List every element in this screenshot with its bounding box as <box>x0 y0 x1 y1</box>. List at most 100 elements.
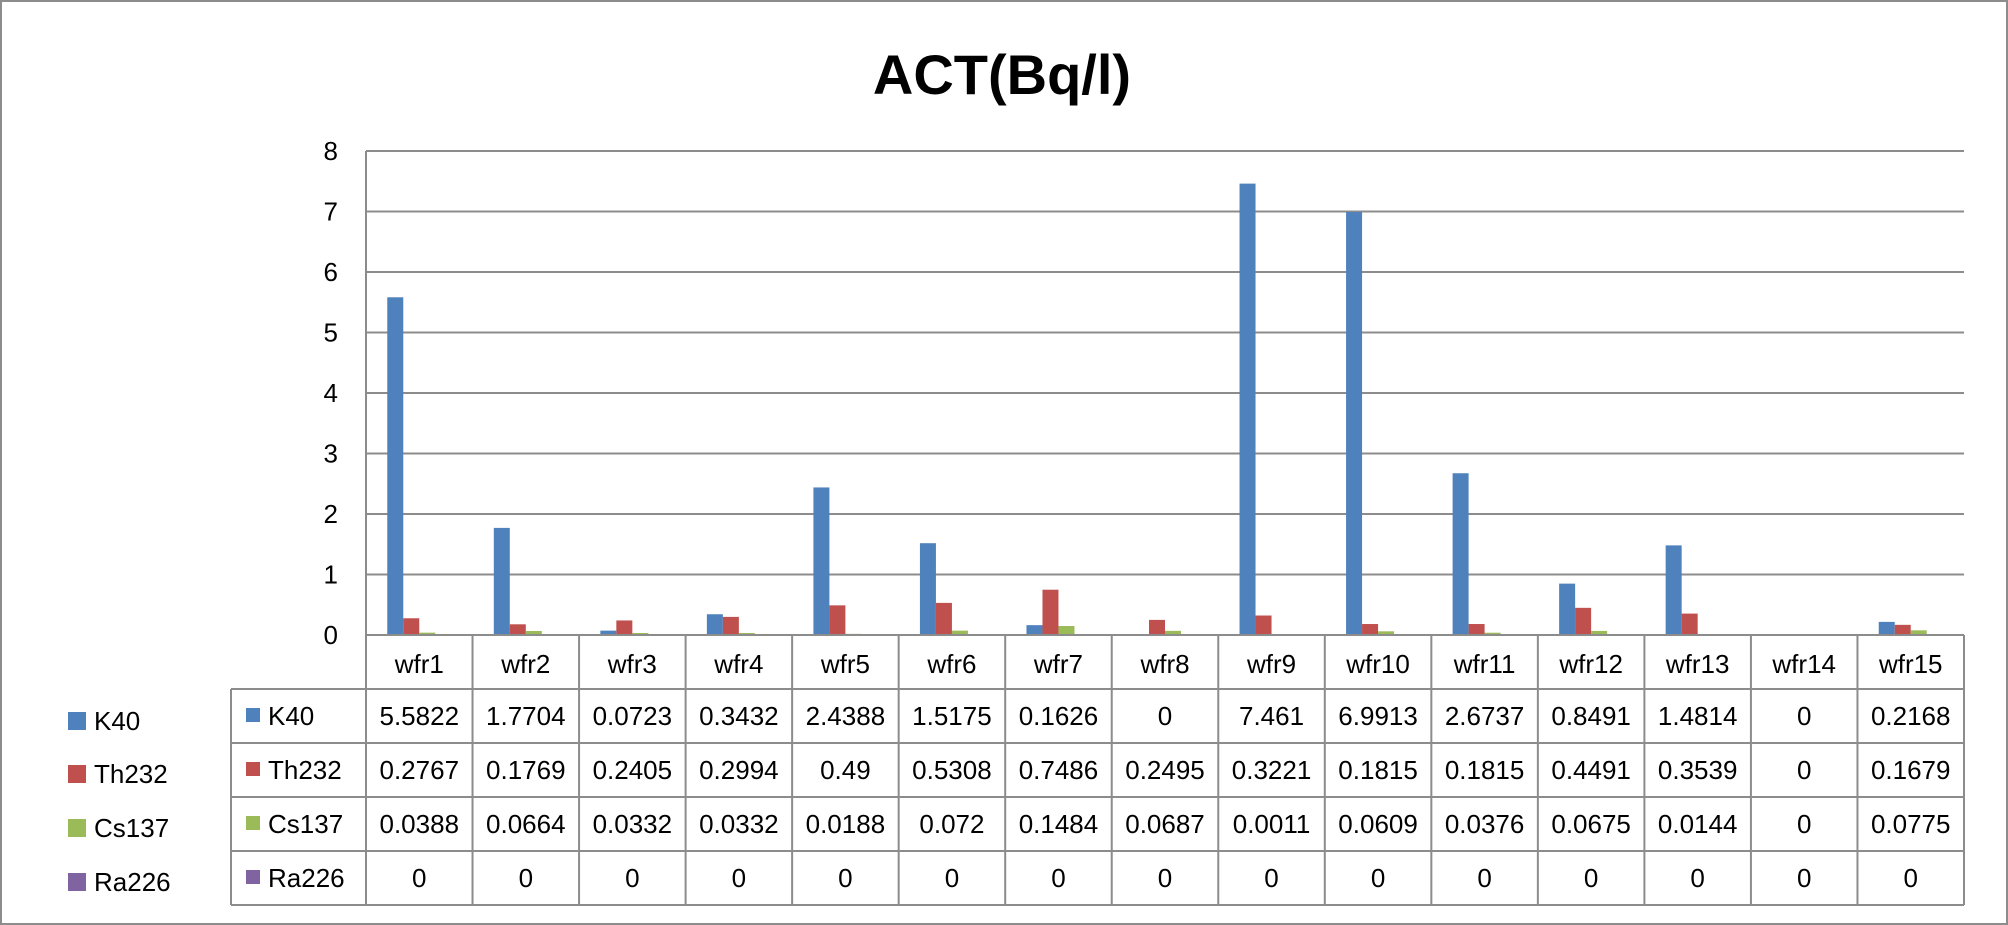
bar-th232-wfr8 <box>1149 619 1165 635</box>
category-label: wfr11 <box>1453 649 1516 679</box>
bar-cs137-wfr10 <box>1378 631 1395 635</box>
bar-k40-wfr11 <box>1452 473 1469 635</box>
data-label: 0.8491 <box>1551 701 1631 731</box>
table-series-name: K40 <box>268 701 314 731</box>
category-label: wfr5 <box>820 649 870 679</box>
bar-k40-wfr4 <box>706 614 723 635</box>
legend-swatch <box>68 819 86 837</box>
data-label: 1.4814 <box>1658 701 1738 731</box>
data-label: 2.6737 <box>1445 701 1525 731</box>
bar-k40-wfr9 <box>1239 183 1256 635</box>
data-label: 0.0723 <box>593 701 673 731</box>
category-label: wfr8 <box>1139 649 1189 679</box>
data-label: 0 <box>412 863 426 893</box>
data-label: 5.5822 <box>380 701 460 731</box>
category-label: wfr6 <box>926 649 976 679</box>
data-label: 0.3539 <box>1658 755 1738 785</box>
data-label: 1.7704 <box>486 701 566 731</box>
bar-th232-wfr9 <box>1255 615 1272 635</box>
category-label: wfr3 <box>607 649 657 679</box>
data-label: 0.0664 <box>486 809 566 839</box>
table-legend-key <box>246 816 260 830</box>
bar-th232-wfr11 <box>1468 624 1485 635</box>
category-label: wfr4 <box>713 649 763 679</box>
data-label: 0.0687 <box>1125 809 1205 839</box>
category-label: wfr14 <box>1771 649 1836 679</box>
bar-k40-wfr12 <box>1559 583 1576 635</box>
data-label: 0.2405 <box>593 755 673 785</box>
category-label: wfr2 <box>500 649 550 679</box>
legend-swatch <box>68 765 86 783</box>
legend-swatch <box>68 712 86 730</box>
data-label: 0.5308 <box>912 755 992 785</box>
data-label: 0.0332 <box>593 809 673 839</box>
bar-k40-wfr10 <box>1346 212 1363 635</box>
data-label: 2.4388 <box>806 701 886 731</box>
bar-k40-wfr2 <box>493 527 510 635</box>
data-label: 0.0376 <box>1445 809 1525 839</box>
bar-k40-wfr6 <box>919 543 936 635</box>
bar-k40-wfr5 <box>813 487 830 635</box>
data-label: 0 <box>1584 863 1598 893</box>
bar-cs137-wfr3 <box>632 632 649 635</box>
data-label: 0 <box>1264 863 1278 893</box>
data-label: 0 <box>1051 863 1065 893</box>
data-label: 0 <box>1797 809 1811 839</box>
data-label: 0.072 <box>919 809 984 839</box>
data-label: 0 <box>1477 863 1491 893</box>
category-label: wfr12 <box>1558 649 1623 679</box>
data-label: 0 <box>1371 863 1385 893</box>
category-label: wfr7 <box>1033 649 1083 679</box>
data-label: 0 <box>1903 863 1917 893</box>
data-label: 0.0332 <box>699 809 779 839</box>
bar-th232-wfr6 <box>935 602 952 635</box>
y-tick-label: 2 <box>324 499 338 529</box>
bar-k40-wfr15 <box>1878 621 1895 635</box>
data-label: 0.1815 <box>1445 755 1525 785</box>
bar-th232-wfr4 <box>722 616 739 635</box>
data-label: 0.7486 <box>1019 755 1099 785</box>
bar-th232-wfr1 <box>403 618 420 635</box>
data-label: 0.0675 <box>1551 809 1631 839</box>
data-label: 0 <box>1158 701 1172 731</box>
data-label: 1.5175 <box>912 701 992 731</box>
data-label: 0 <box>625 863 639 893</box>
legend-label: Cs137 <box>94 813 169 843</box>
bar-th232-wfr13 <box>1681 613 1698 635</box>
table-series-name: Cs137 <box>268 809 343 839</box>
bar-cs137-wfr15 <box>1910 630 1927 635</box>
y-tick-label: 1 <box>324 560 338 590</box>
bar-k40-wfr7 <box>1026 625 1043 635</box>
y-tick-label: 7 <box>324 197 338 227</box>
bar-th232-wfr7 <box>1042 589 1059 635</box>
data-label: 0.4491 <box>1551 755 1631 785</box>
bar-k40-wfr13 <box>1665 545 1682 635</box>
legend-label: Ra226 <box>94 867 171 897</box>
bar-th232-wfr10 <box>1362 624 1379 635</box>
bar-th232-wfr2 <box>509 624 526 635</box>
bar-th232-wfr3 <box>616 620 633 635</box>
data-label: 0.1679 <box>1871 755 1951 785</box>
data-label: 0.0775 <box>1871 809 1951 839</box>
table-legend-key <box>246 762 260 776</box>
bar-cs137-wfr12 <box>1591 630 1608 635</box>
category-label: wfr9 <box>1246 649 1296 679</box>
y-tick-label: 0 <box>324 620 338 650</box>
data-label: 0.3221 <box>1232 755 1312 785</box>
bar-cs137-wfr1 <box>419 632 436 635</box>
data-label: 0 <box>1158 863 1172 893</box>
data-label: 0.2495 <box>1125 755 1205 785</box>
data-label: 0 <box>945 863 959 893</box>
data-label: 0 <box>1690 863 1704 893</box>
legend-label: Th232 <box>94 759 168 789</box>
data-label: 0.0188 <box>806 809 886 839</box>
y-tick-label: 3 <box>324 439 338 469</box>
data-label: 0 <box>1797 863 1811 893</box>
data-label: 6.9913 <box>1338 701 1418 731</box>
table-series-name: Th232 <box>268 755 342 785</box>
data-label: 0.3432 <box>699 701 779 731</box>
category-label: wfr1 <box>394 649 444 679</box>
data-label: 0.0388 <box>380 809 460 839</box>
bar-th232-wfr12 <box>1575 607 1592 635</box>
data-label: 0.0144 <box>1658 809 1738 839</box>
